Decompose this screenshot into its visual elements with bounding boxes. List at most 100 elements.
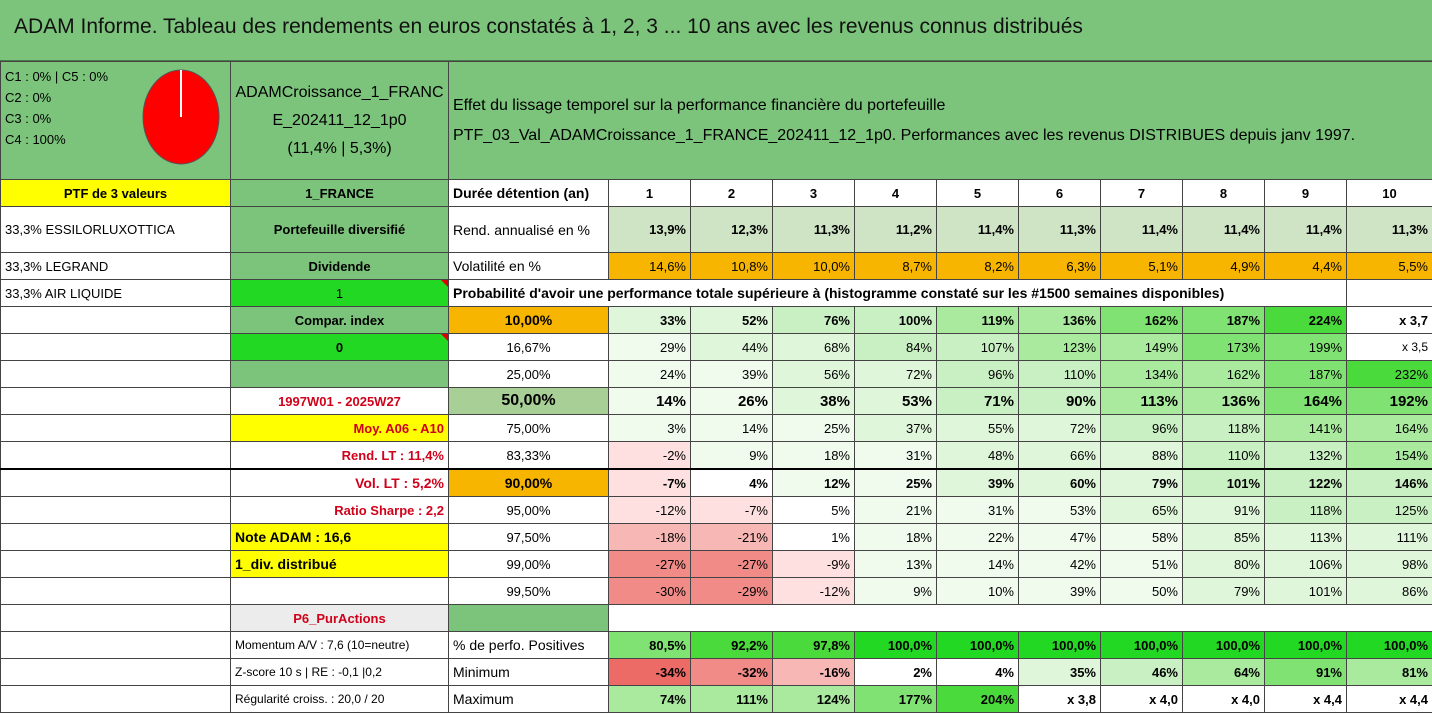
pct90-y5: 39% <box>936 468 1019 497</box>
holding-1: 33,3% ESSILORLUXOTTICA <box>0 206 231 253</box>
empty-cell <box>0 685 231 713</box>
pos-y7: 100,0% <box>1100 631 1183 659</box>
pct25-y1: 24% <box>608 360 691 388</box>
pct25-y9: 187% <box>1264 360 1347 388</box>
pct99-y2: -27% <box>690 550 773 578</box>
pct10-y3: 76% <box>772 306 855 334</box>
p6-label: P6_PurActions <box>230 604 449 632</box>
pct75-y6: 72% <box>1018 414 1101 442</box>
max-y2: 111% <box>690 685 773 713</box>
pct975-y9: 113% <box>1264 523 1347 551</box>
pct99-y9: 106% <box>1264 550 1347 578</box>
rend-y2: 12,3% <box>690 206 773 253</box>
diversified-label: Portefeuille diversifié <box>230 206 449 253</box>
pct1667-y10: x 3,5 <box>1346 333 1432 361</box>
vol-y9: 4,4% <box>1264 252 1347 280</box>
pct90-y4: 25% <box>854 468 937 497</box>
min-y4: 2% <box>854 658 937 686</box>
min-y10: 81% <box>1346 658 1432 686</box>
sharpe-label: Ratio Sharpe : 2,2 <box>230 496 449 524</box>
pct1667-y4: 84% <box>854 333 937 361</box>
pct8333-y5: 48% <box>936 441 1019 470</box>
pos-y9: 100,0% <box>1264 631 1347 659</box>
min-y9: 91% <box>1264 658 1347 686</box>
compar-label: Compar. index <box>230 306 449 334</box>
pct25-y2: 39% <box>690 360 773 388</box>
pct1667-y1: 29% <box>608 333 691 361</box>
holding-2: 33,3% LEGRAND <box>0 252 231 280</box>
rend-lt-label: Rend. LT : 11,4% <box>230 441 449 470</box>
pct25-y6: 110% <box>1018 360 1101 388</box>
pct995-y5: 10% <box>936 577 1019 605</box>
dividend-label: Dividende <box>230 252 449 280</box>
pct99-y6: 42% <box>1018 550 1101 578</box>
pct8333-y1: -2% <box>608 441 691 470</box>
pct975-y5: 22% <box>936 523 1019 551</box>
pct99-y4: 13% <box>854 550 937 578</box>
pct995-y9: 101% <box>1264 577 1347 605</box>
regularite-label: Régularité croiss. : 20,0 / 20 <box>230 685 449 713</box>
pct1667-y7: 149% <box>1100 333 1183 361</box>
pct90-y2: 4% <box>690 468 773 497</box>
pct90-y7: 79% <box>1100 468 1183 497</box>
pct95-y10: 125% <box>1346 496 1432 524</box>
pct50-y1: 14% <box>608 387 691 415</box>
pct10-y9: 224% <box>1264 306 1347 334</box>
vol-y1: 14,6% <box>608 252 691 280</box>
max-y6: x 3,8 <box>1018 685 1101 713</box>
empty-cell <box>1346 279 1432 307</box>
pct1667-y5: 107% <box>936 333 1019 361</box>
country-label: 1_FRANCE <box>230 179 449 207</box>
year-10: 10 <box>1346 179 1432 207</box>
pos-y1: 80,5% <box>608 631 691 659</box>
pct-label-25: 25,00% <box>448 360 609 388</box>
year-6: 6 <box>1018 179 1101 207</box>
vol-y4: 8,7% <box>854 252 937 280</box>
pct95-y5: 31% <box>936 496 1019 524</box>
pct8333-y8: 110% <box>1182 441 1265 470</box>
year-4: 4 <box>854 179 937 207</box>
pct50-y6: 90% <box>1018 387 1101 415</box>
pct975-y3: 1% <box>772 523 855 551</box>
pos-y4: 100,0% <box>854 631 937 659</box>
compar-value[interactable]: 0 <box>230 333 449 361</box>
div-label: 1_div. distribué <box>230 550 449 578</box>
pct25-y5: 96% <box>936 360 1019 388</box>
pct10-y6: 136% <box>1018 306 1101 334</box>
year-3: 3 <box>772 179 855 207</box>
page-title: ADAM Informe. Tableau des rendements en … <box>14 15 1083 38</box>
allocation-c1: C1 : 0% | C5 : 0% <box>5 69 109 84</box>
pct8333-y3: 18% <box>772 441 855 470</box>
pct8333-y4: 31% <box>854 441 937 470</box>
pct75-y3: 25% <box>772 414 855 442</box>
pos-y8: 100,0% <box>1182 631 1265 659</box>
dividend-value[interactable]: 1 <box>230 279 449 307</box>
vol-y6: 6,3% <box>1018 252 1101 280</box>
note-label: Note ADAM : 16,6 <box>230 523 449 551</box>
max-y8: x 4,0 <box>1182 685 1265 713</box>
pos-y10: 100,0% <box>1346 631 1432 659</box>
pct-label-99: 99,00% <box>448 550 609 578</box>
year-9: 9 <box>1264 179 1347 207</box>
pct25-y3: 56% <box>772 360 855 388</box>
empty-cell <box>0 496 231 524</box>
pct-label-1667: 16,67% <box>448 333 609 361</box>
pct1667-y8: 173% <box>1182 333 1265 361</box>
pct-label-995: 99,50% <box>448 577 609 605</box>
title-bar: ADAM Informe. Tableau des rendements en … <box>0 0 1432 61</box>
pct75-y2: 14% <box>690 414 773 442</box>
pct10-y7: 162% <box>1100 306 1183 334</box>
pct-label-75: 75,00% <box>448 414 609 442</box>
max-y4: 177% <box>854 685 937 713</box>
pct10-y5: 119% <box>936 306 1019 334</box>
min-label: Minimum <box>448 658 609 686</box>
probability-title: Probabilité d'avoir une performance tota… <box>448 279 1347 307</box>
pct1667-y6: 123% <box>1018 333 1101 361</box>
empty-cell <box>0 631 231 659</box>
pct50-y10: 192% <box>1346 387 1432 415</box>
vol-y2: 10,8% <box>690 252 773 280</box>
pos-y3: 97,8% <box>772 631 855 659</box>
pct10-y10: x 3,7 <box>1346 306 1432 334</box>
pct90-y3: 12% <box>772 468 855 497</box>
year-1: 1 <box>608 179 691 207</box>
